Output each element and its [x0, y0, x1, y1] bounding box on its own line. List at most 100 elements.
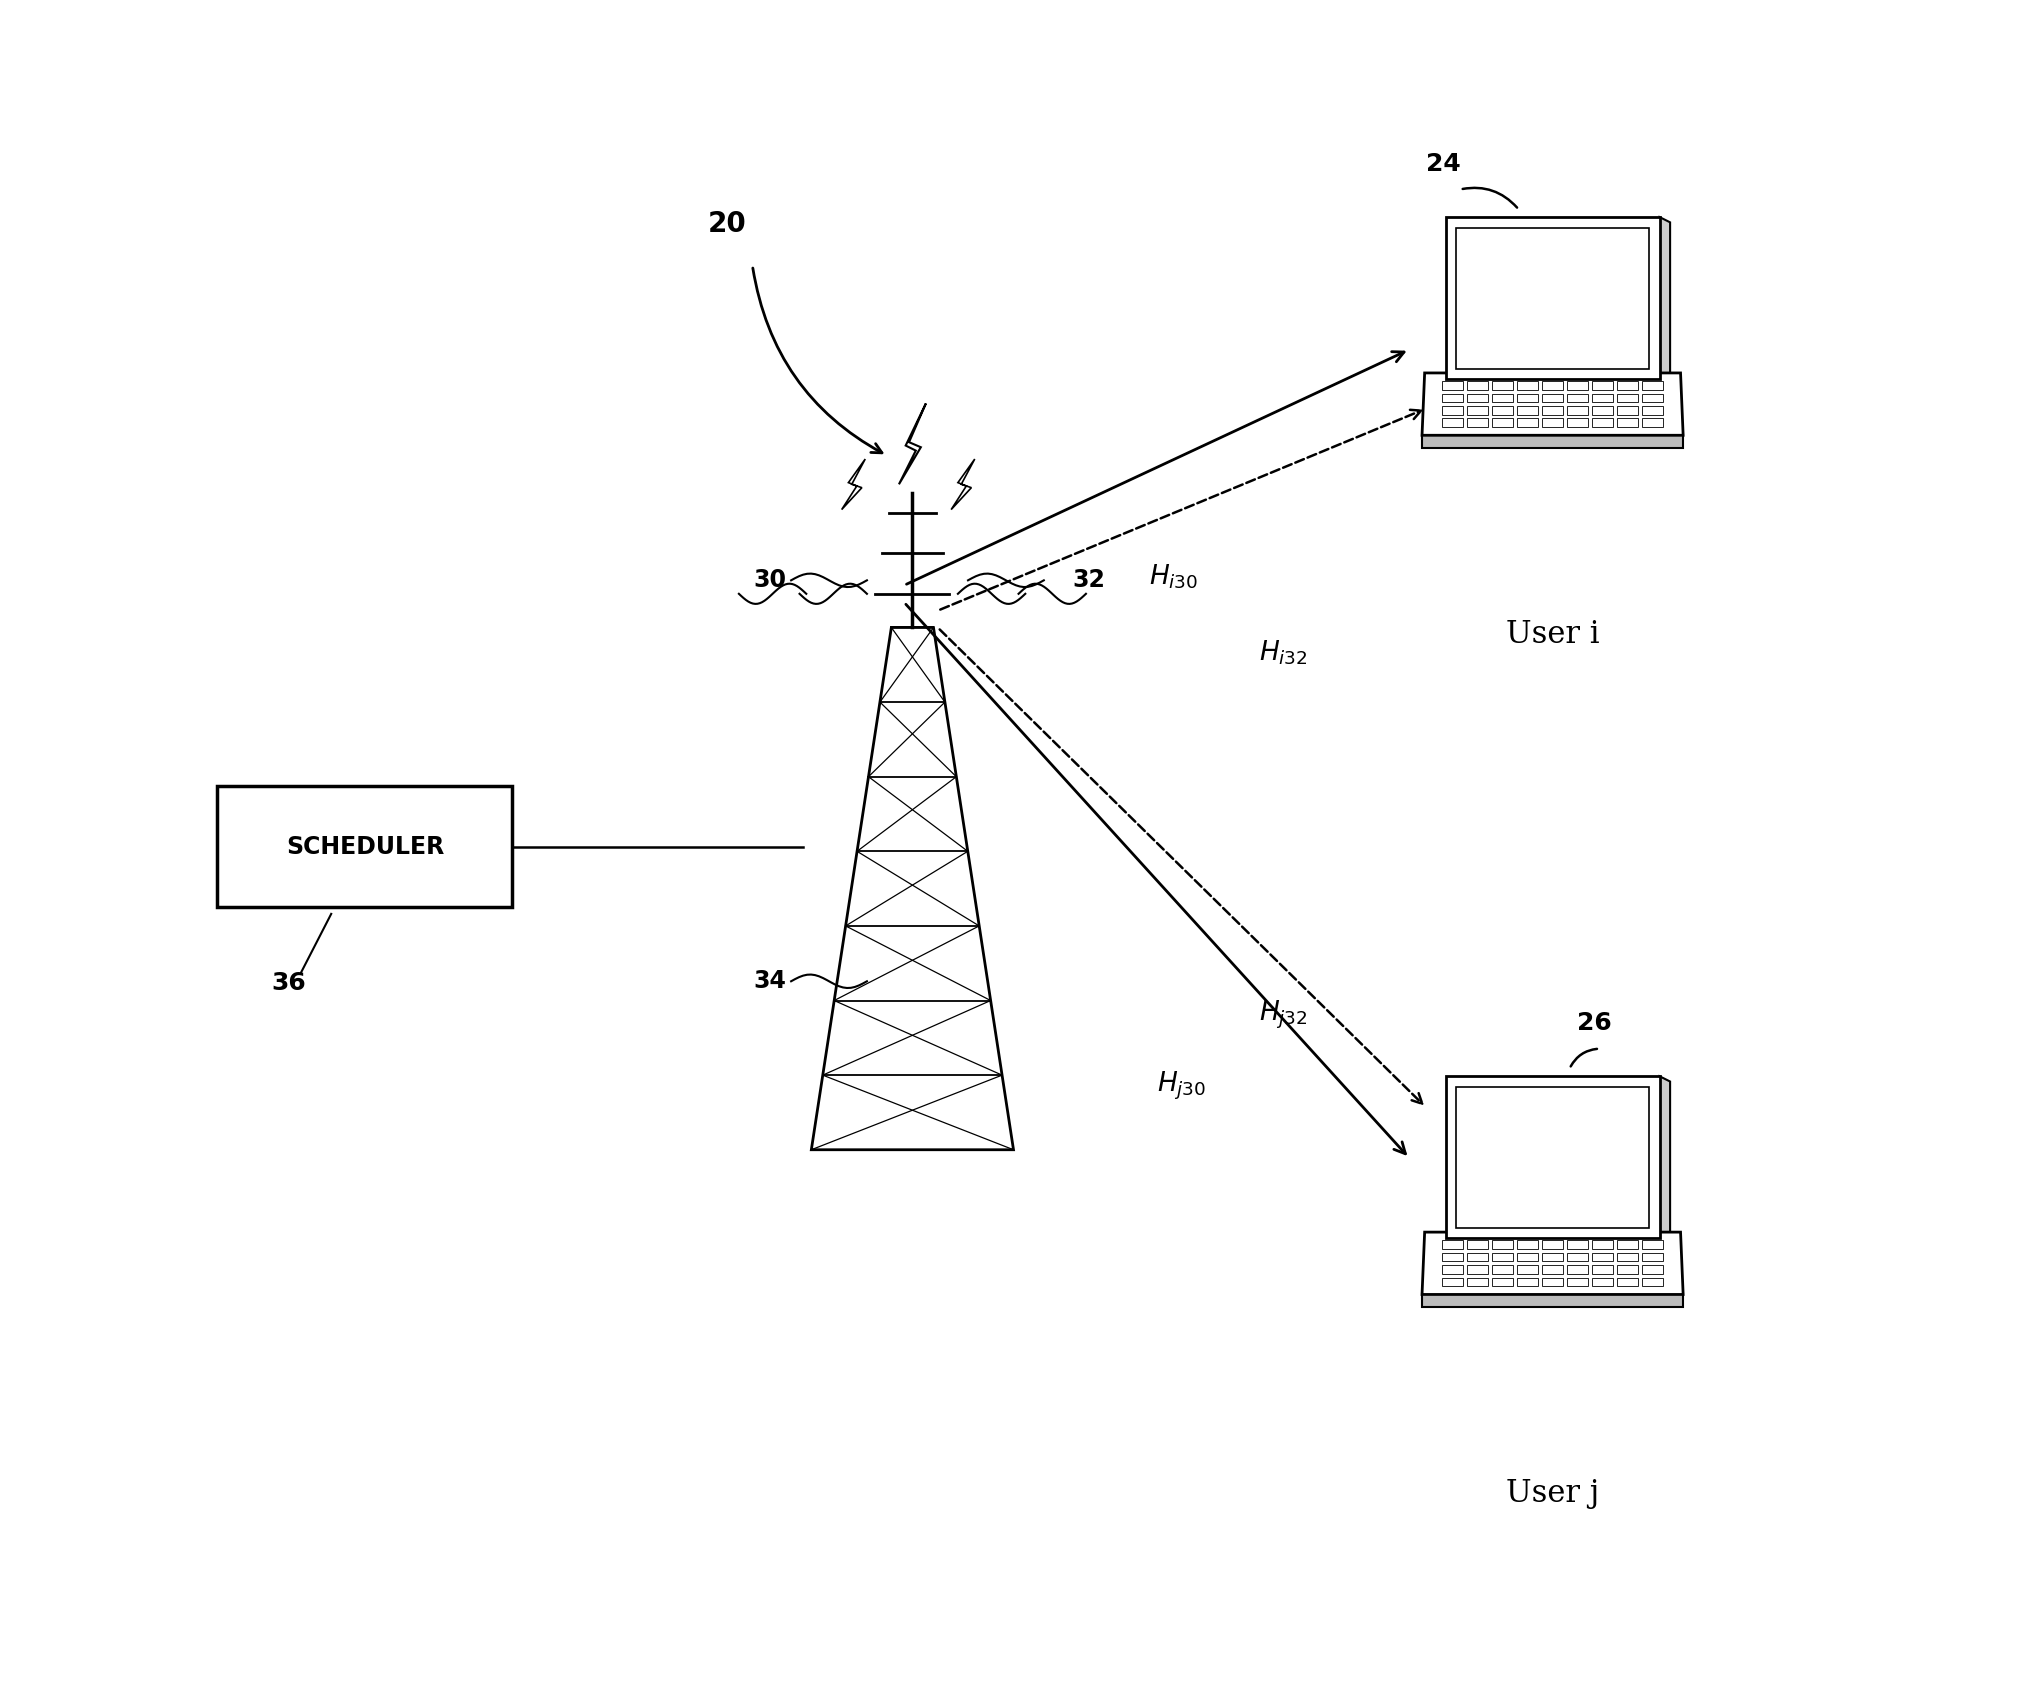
Polygon shape [841, 459, 866, 510]
FancyBboxPatch shape [1591, 381, 1613, 389]
Text: User j: User j [1506, 1478, 1599, 1508]
FancyBboxPatch shape [1543, 1265, 1563, 1273]
FancyBboxPatch shape [1468, 1265, 1488, 1273]
Text: 30: 30 [754, 569, 786, 593]
FancyBboxPatch shape [1492, 1265, 1514, 1273]
FancyBboxPatch shape [1492, 1241, 1514, 1249]
FancyBboxPatch shape [1591, 1265, 1613, 1273]
FancyBboxPatch shape [1642, 381, 1662, 389]
FancyBboxPatch shape [1618, 1253, 1638, 1261]
FancyBboxPatch shape [1468, 1241, 1488, 1249]
FancyBboxPatch shape [1516, 1265, 1538, 1273]
FancyBboxPatch shape [217, 786, 513, 907]
FancyBboxPatch shape [1516, 1241, 1538, 1249]
FancyBboxPatch shape [1516, 418, 1538, 427]
FancyBboxPatch shape [1618, 1265, 1638, 1273]
FancyBboxPatch shape [1516, 381, 1538, 389]
FancyBboxPatch shape [1543, 1278, 1563, 1287]
FancyBboxPatch shape [1468, 418, 1488, 427]
Polygon shape [1423, 372, 1682, 435]
FancyBboxPatch shape [1567, 1253, 1587, 1261]
FancyBboxPatch shape [1567, 381, 1587, 389]
FancyBboxPatch shape [1642, 1253, 1662, 1261]
FancyBboxPatch shape [1642, 406, 1662, 415]
Text: 26: 26 [1577, 1011, 1611, 1034]
FancyBboxPatch shape [1567, 1265, 1587, 1273]
Text: 32: 32 [1072, 569, 1105, 593]
FancyBboxPatch shape [1543, 1241, 1563, 1249]
FancyBboxPatch shape [1516, 1278, 1538, 1287]
FancyBboxPatch shape [1567, 406, 1587, 415]
FancyBboxPatch shape [1441, 1265, 1463, 1273]
FancyBboxPatch shape [1516, 393, 1538, 403]
FancyBboxPatch shape [1441, 381, 1463, 389]
FancyBboxPatch shape [1567, 1241, 1587, 1249]
Polygon shape [898, 403, 926, 484]
FancyBboxPatch shape [1591, 406, 1613, 415]
FancyBboxPatch shape [1543, 1253, 1563, 1261]
FancyBboxPatch shape [1441, 418, 1463, 427]
FancyBboxPatch shape [1642, 1265, 1662, 1273]
FancyBboxPatch shape [1618, 393, 1638, 403]
FancyBboxPatch shape [1468, 381, 1488, 389]
FancyBboxPatch shape [1492, 393, 1514, 403]
Text: $H_{i32}$: $H_{i32}$ [1259, 638, 1307, 667]
FancyBboxPatch shape [1441, 1253, 1463, 1261]
FancyBboxPatch shape [1441, 1278, 1463, 1287]
FancyBboxPatch shape [1591, 1278, 1613, 1287]
Text: 34: 34 [754, 970, 786, 994]
Text: User i: User i [1506, 620, 1599, 650]
FancyBboxPatch shape [1543, 406, 1563, 415]
FancyBboxPatch shape [1492, 381, 1514, 389]
FancyBboxPatch shape [1441, 406, 1463, 415]
Polygon shape [1423, 1233, 1682, 1295]
FancyBboxPatch shape [1642, 418, 1662, 427]
FancyBboxPatch shape [1492, 1278, 1514, 1287]
FancyBboxPatch shape [1642, 1241, 1662, 1249]
Polygon shape [1423, 1295, 1682, 1307]
FancyBboxPatch shape [1618, 381, 1638, 389]
Text: 20: 20 [707, 210, 746, 237]
Polygon shape [951, 459, 975, 510]
Polygon shape [1660, 217, 1670, 384]
FancyBboxPatch shape [1591, 1241, 1613, 1249]
FancyBboxPatch shape [1591, 393, 1613, 403]
FancyBboxPatch shape [1441, 1241, 1463, 1249]
FancyBboxPatch shape [1543, 418, 1563, 427]
FancyBboxPatch shape [1543, 381, 1563, 389]
Text: $H_{j32}$: $H_{j32}$ [1259, 999, 1307, 1031]
Text: 24: 24 [1425, 152, 1461, 176]
Text: 36: 36 [272, 970, 306, 995]
FancyBboxPatch shape [1567, 1278, 1587, 1287]
FancyBboxPatch shape [1441, 393, 1463, 403]
FancyBboxPatch shape [1516, 406, 1538, 415]
Polygon shape [1660, 1077, 1670, 1244]
FancyBboxPatch shape [1445, 217, 1660, 379]
FancyBboxPatch shape [1455, 1087, 1650, 1227]
FancyBboxPatch shape [1618, 1241, 1638, 1249]
Text: SCHEDULER: SCHEDULER [286, 835, 444, 858]
FancyBboxPatch shape [1492, 406, 1514, 415]
FancyBboxPatch shape [1468, 393, 1488, 403]
FancyBboxPatch shape [1516, 1253, 1538, 1261]
FancyBboxPatch shape [1567, 418, 1587, 427]
FancyBboxPatch shape [1618, 406, 1638, 415]
FancyBboxPatch shape [1618, 1278, 1638, 1287]
FancyBboxPatch shape [1567, 393, 1587, 403]
Text: $H_{j30}$: $H_{j30}$ [1157, 1070, 1206, 1102]
FancyBboxPatch shape [1618, 418, 1638, 427]
Polygon shape [1423, 435, 1682, 447]
Text: $H_{i30}$: $H_{i30}$ [1149, 562, 1198, 591]
FancyBboxPatch shape [1543, 393, 1563, 403]
FancyBboxPatch shape [1492, 418, 1514, 427]
FancyBboxPatch shape [1468, 1278, 1488, 1287]
FancyBboxPatch shape [1468, 406, 1488, 415]
FancyBboxPatch shape [1642, 393, 1662, 403]
FancyBboxPatch shape [1468, 1253, 1488, 1261]
FancyBboxPatch shape [1591, 418, 1613, 427]
FancyBboxPatch shape [1591, 1253, 1613, 1261]
FancyBboxPatch shape [1642, 1278, 1662, 1287]
FancyBboxPatch shape [1455, 227, 1650, 369]
FancyBboxPatch shape [1445, 1077, 1660, 1238]
FancyBboxPatch shape [1492, 1253, 1514, 1261]
